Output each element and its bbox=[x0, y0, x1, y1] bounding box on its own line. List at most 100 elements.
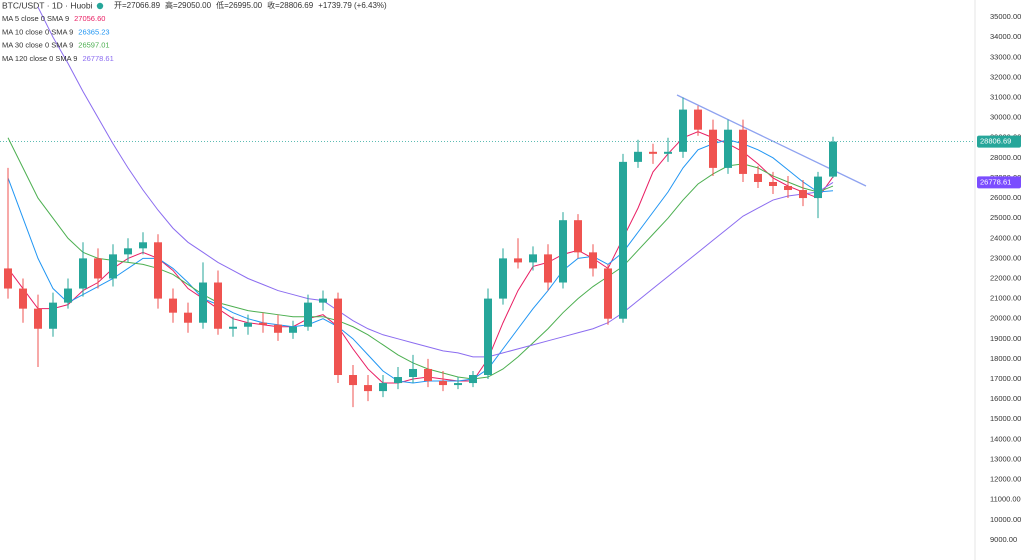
ohlc-value: 收=28806.69 bbox=[267, 0, 314, 10]
y-tick-label: 25000.00 bbox=[990, 213, 1021, 222]
candle-body bbox=[634, 151, 642, 162]
candle-body bbox=[454, 383, 462, 386]
y-tick-label: 17000.00 bbox=[990, 374, 1021, 383]
chart-title: BTC/USDT · 1D · Huobi bbox=[2, 0, 93, 10]
candle-body bbox=[754, 173, 762, 182]
candle-body bbox=[724, 129, 732, 168]
price-label-box bbox=[977, 176, 1021, 189]
candle-body bbox=[469, 375, 477, 384]
candle-body bbox=[274, 324, 282, 333]
candle-body bbox=[94, 258, 102, 279]
y-tick-label: 31000.00 bbox=[990, 93, 1021, 102]
candle-body bbox=[574, 220, 582, 253]
candle-body bbox=[739, 129, 747, 174]
y-tick-label: 14000.00 bbox=[990, 434, 1021, 443]
legend-value: 26778.61 bbox=[82, 54, 113, 63]
candle-body bbox=[514, 258, 522, 263]
candle-body bbox=[244, 322, 252, 327]
y-tick-label: 33000.00 bbox=[990, 52, 1021, 61]
candle-body bbox=[49, 302, 57, 329]
ma-line bbox=[7, 131, 834, 384]
y-tick-label: 13000.00 bbox=[990, 454, 1021, 463]
ohlc-value: 低=26995.00 bbox=[216, 0, 263, 10]
candle-body bbox=[694, 109, 702, 130]
status-dot bbox=[96, 2, 104, 10]
candle-body bbox=[289, 326, 297, 333]
candle-body bbox=[814, 176, 822, 199]
legend-value: 26365.23 bbox=[78, 27, 109, 36]
y-tick-label: 20000.00 bbox=[990, 314, 1021, 323]
candle-body bbox=[304, 302, 312, 327]
y-tick-label: 24000.00 bbox=[990, 233, 1021, 242]
candle-body bbox=[184, 312, 192, 323]
candle-body bbox=[529, 254, 537, 263]
candle-body bbox=[154, 242, 162, 299]
candle-body bbox=[64, 288, 72, 303]
candle-body bbox=[199, 282, 207, 323]
candle-body bbox=[319, 298, 327, 303]
candle-body bbox=[379, 383, 387, 392]
candle-body bbox=[784, 185, 792, 191]
candle-body bbox=[124, 248, 132, 255]
candle-body bbox=[79, 258, 87, 289]
price-label: 28806.69 bbox=[980, 137, 1011, 146]
y-tick-label: 11000.00 bbox=[990, 495, 1021, 504]
candle-body bbox=[349, 375, 357, 386]
candle-body bbox=[259, 322, 267, 325]
candle-body bbox=[559, 220, 567, 283]
y-tick-label: 12000.00 bbox=[990, 475, 1021, 484]
y-tick-label: 22000.00 bbox=[990, 273, 1021, 282]
candle-body bbox=[799, 190, 807, 199]
legend-label: MA 30 close 0 SMA 9 bbox=[2, 41, 73, 50]
candle-body bbox=[589, 252, 597, 269]
ma-line bbox=[7, 139, 834, 384]
legend-label: MA 5 close 0 SMA 9 bbox=[2, 14, 69, 23]
ohlc-value: +1739.79 (+6.43%) bbox=[318, 1, 387, 10]
candle-body bbox=[409, 368, 417, 378]
candle-body bbox=[394, 377, 402, 384]
y-tick-label: 26000.00 bbox=[990, 193, 1021, 202]
y-tick-label: 23000.00 bbox=[990, 253, 1021, 262]
candle-body bbox=[439, 381, 447, 386]
candle-body bbox=[664, 151, 672, 154]
candle-body bbox=[604, 268, 612, 319]
candle-body bbox=[169, 298, 177, 313]
y-tick-label: 28000.00 bbox=[990, 153, 1021, 162]
candle-body bbox=[34, 308, 42, 329]
y-tick-label: 21000.00 bbox=[990, 294, 1021, 303]
candle-body bbox=[484, 298, 492, 376]
candle-body bbox=[214, 282, 222, 329]
ohlc-value: 开=27066.89 bbox=[114, 1, 161, 10]
candle-body bbox=[424, 368, 432, 382]
candle-body bbox=[334, 298, 342, 376]
y-tick-label: 32000.00 bbox=[990, 72, 1021, 81]
y-tick-label: 30000.00 bbox=[990, 113, 1021, 122]
candle-body bbox=[769, 181, 777, 186]
y-tick-label: 10000.00 bbox=[990, 515, 1021, 524]
y-tick-label: 15000.00 bbox=[990, 414, 1021, 423]
candle-body bbox=[139, 242, 147, 249]
candle-body bbox=[499, 258, 507, 299]
y-tick-label: 16000.00 bbox=[990, 394, 1021, 403]
y-tick-label: 34000.00 bbox=[990, 32, 1021, 41]
candle-body bbox=[4, 268, 12, 289]
y-tick-label: 35000.00 bbox=[990, 12, 1021, 21]
candle-body bbox=[829, 141, 837, 177]
candle-body bbox=[649, 151, 657, 154]
ma-line bbox=[7, 137, 834, 380]
candle-body bbox=[229, 326, 237, 329]
legend-label: MA 10 close 0 SMA 9 bbox=[2, 27, 73, 36]
candle-body bbox=[364, 385, 372, 392]
candle-body bbox=[19, 288, 27, 309]
y-tick-label: 9000.00 bbox=[990, 535, 1017, 544]
y-tick-label: 19000.00 bbox=[990, 334, 1021, 343]
candle-body bbox=[679, 109, 687, 152]
legend-label: MA 120 close 0 SMA 9 bbox=[2, 54, 77, 63]
candle-body bbox=[109, 254, 117, 279]
candle-body bbox=[619, 161, 627, 319]
candle-body bbox=[544, 254, 552, 283]
legend-value: 27056.60 bbox=[74, 14, 105, 23]
price-label: 26778.61 bbox=[980, 177, 1011, 186]
